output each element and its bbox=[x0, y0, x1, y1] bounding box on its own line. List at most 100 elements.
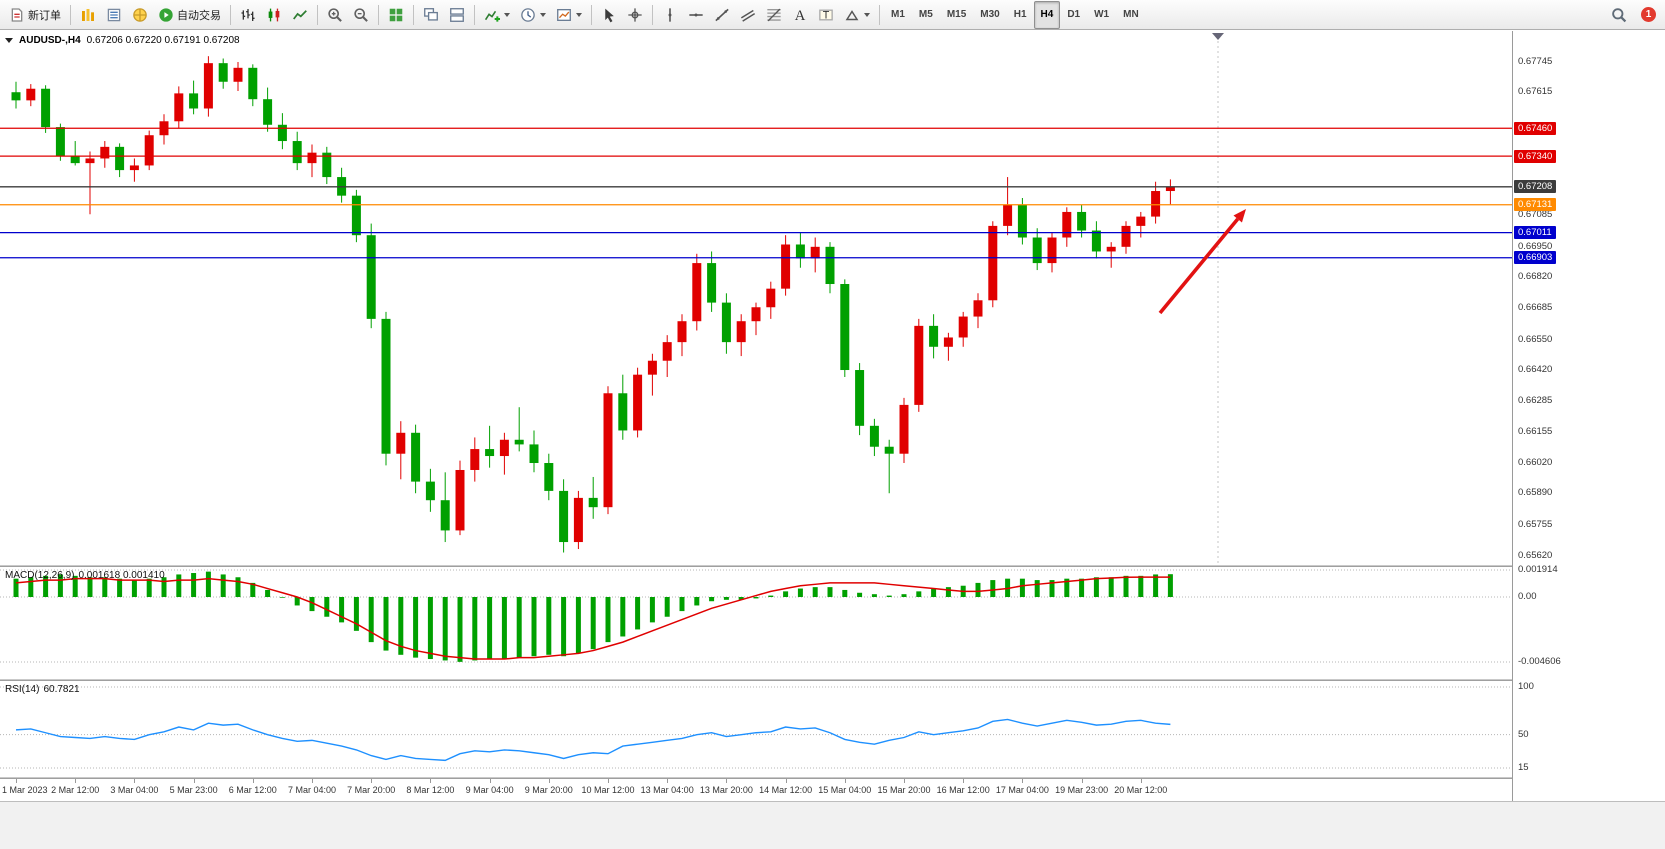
rsi-axis-label: 15 bbox=[1518, 762, 1529, 773]
cursor-button[interactable] bbox=[596, 1, 622, 29]
time-tick bbox=[1140, 779, 1142, 783]
toolbar-group bbox=[235, 1, 313, 29]
data-window-button[interactable] bbox=[101, 1, 127, 29]
price-axis-label: 0.65755 bbox=[1518, 518, 1553, 530]
autotrading-icon bbox=[158, 7, 174, 23]
panel-separator[interactable] bbox=[0, 679, 1665, 681]
data-window-icon bbox=[106, 7, 122, 23]
toolbar-group bbox=[322, 1, 374, 29]
macd-title: MACD(12,26,9) 0.001618 0.001410 bbox=[5, 570, 165, 581]
time-axis-label: 15 Mar 04:00 bbox=[818, 785, 872, 795]
timeframe-m5[interactable]: M5 bbox=[918, 9, 933, 20]
new-order-button[interactable]: 新订单 bbox=[4, 1, 66, 29]
arrange-windows-icon bbox=[449, 7, 465, 23]
cascade-windows-button[interactable] bbox=[418, 1, 444, 29]
candlestick-chart[interactable] bbox=[0, 31, 1512, 565]
toolbar-buttons: 新订单 自动交易 A T M1 M5 M15 M30 H1 H4 D1 W1 MN bbox=[0, 0, 1146, 30]
toolbar-separator bbox=[378, 4, 379, 25]
pivot-line-tag: 0.67131 bbox=[1514, 198, 1557, 212]
market-watch-button[interactable] bbox=[75, 1, 101, 29]
chart-menu-icon[interactable] bbox=[5, 38, 13, 43]
zoom-in-button[interactable] bbox=[322, 1, 348, 29]
timeframe-m15[interactable]: M15 bbox=[946, 9, 967, 20]
periods-button[interactable] bbox=[515, 1, 551, 29]
crosshair-button[interactable] bbox=[622, 1, 648, 29]
candlestick-chart-button[interactable] bbox=[261, 1, 287, 29]
zoom-in-icon bbox=[327, 7, 343, 23]
time-axis-label: 15 Mar 20:00 bbox=[877, 785, 931, 795]
bars-icon bbox=[240, 7, 256, 23]
time-tick bbox=[904, 779, 905, 783]
indicators-button[interactable] bbox=[479, 1, 515, 29]
tile-windows-button[interactable] bbox=[383, 1, 409, 29]
text-button[interactable]: A bbox=[787, 1, 813, 29]
time-tick bbox=[430, 779, 432, 783]
rsi-line bbox=[15, 718, 1171, 762]
time-axis-label: 6 Mar 12:00 bbox=[228, 785, 277, 795]
time-axis-label: 3 Mar 04:00 bbox=[110, 785, 159, 795]
macd-panel[interactable]: MACD(12,26,9) 0.001618 0.001410 bbox=[0, 567, 1512, 679]
time-tick bbox=[785, 779, 787, 783]
timeframe-w1[interactable]: W1 bbox=[1094, 9, 1110, 20]
toolbar-group bbox=[479, 1, 587, 29]
cascade-windows-icon bbox=[423, 7, 439, 23]
autotrading-button[interactable]: 自动交易 bbox=[153, 1, 226, 29]
shapes-button[interactable] bbox=[839, 1, 875, 29]
toolbar: 新订单 自动交易 A T M1 M5 M15 M30 H1 H4 D1 W1 MN 1 bbox=[0, 0, 1665, 30]
vertical-line-icon bbox=[662, 7, 678, 23]
line-chart-icon bbox=[292, 7, 308, 23]
notification-badge[interactable]: 1 bbox=[1641, 7, 1656, 22]
templates-button[interactable] bbox=[551, 1, 587, 29]
navigator-button[interactable] bbox=[127, 1, 153, 29]
text-label-button[interactable]: T bbox=[813, 1, 839, 29]
chart-title: AUDUSD-,H4 0.67206 0.67220 0.67191 0.672… bbox=[5, 35, 240, 46]
svg-text:T: T bbox=[823, 9, 830, 21]
timeframe-d1[interactable]: D1 bbox=[1067, 9, 1081, 20]
toolbar-group: 新订单 bbox=[4, 1, 66, 29]
zoom-out-button[interactable] bbox=[348, 1, 374, 29]
channel-icon bbox=[740, 7, 756, 23]
macd-chart[interactable] bbox=[0, 567, 1512, 679]
autotrading-button-label: 自动交易 bbox=[177, 9, 221, 22]
timeframe-m30[interactable]: M30 bbox=[980, 9, 1000, 20]
time-axis-label: 5 Mar 23:00 bbox=[169, 785, 218, 795]
time-axis[interactable]: 1 Mar 2023 2 Mar 12:00 3 Mar 04:00 5 Mar 23… bbox=[0, 779, 1665, 801]
support-line-2-tag: 0.66903 bbox=[1514, 251, 1557, 265]
line-chart-button[interactable] bbox=[287, 1, 313, 29]
rsi-axis-label: 100 bbox=[1518, 681, 1534, 692]
price-axis[interactable]: 0.67745 0.67615 0.67085 0.66950 0.66820 0.666… bbox=[1513, 31, 1665, 801]
vertical-line-button[interactable] bbox=[657, 1, 683, 29]
time-tick bbox=[252, 779, 254, 783]
toolbar-right: 1 bbox=[1606, 1, 1665, 29]
bar-chart-button[interactable] bbox=[235, 1, 261, 29]
price-axis-label: 0.66685 bbox=[1518, 302, 1553, 314]
time-tick bbox=[312, 779, 313, 783]
channel-button[interactable] bbox=[735, 1, 761, 29]
price-axis-label: 0.66155 bbox=[1518, 425, 1553, 437]
timeframe-m1[interactable]: M1 bbox=[891, 9, 905, 20]
time-axis-label: 20 Mar 12:00 bbox=[1114, 785, 1168, 795]
indicators-icon bbox=[484, 7, 500, 23]
time-tick bbox=[75, 779, 77, 783]
time-tick bbox=[963, 779, 965, 783]
timeframe-h1[interactable]: H1 bbox=[1013, 9, 1027, 20]
rsi-panel[interactable]: RSI(14) 60.7821 bbox=[0, 681, 1512, 777]
trendline-button[interactable] bbox=[709, 1, 735, 29]
timeframe-h4[interactable]: H4 bbox=[1033, 0, 1061, 29]
arrange-windows-button[interactable] bbox=[444, 1, 470, 29]
time-axis-label: 13 Mar 04:00 bbox=[640, 785, 694, 795]
panel-separator[interactable] bbox=[0, 777, 1665, 779]
time-axis-label: 16 Mar 12:00 bbox=[936, 785, 990, 795]
trend-arrow bbox=[1158, 217, 1240, 315]
price-chart-panel[interactable]: AUDUSD-,H4 0.67206 0.67220 0.67191 0.672… bbox=[0, 31, 1512, 565]
time-tick bbox=[844, 779, 846, 783]
rsi-chart[interactable] bbox=[0, 681, 1512, 777]
search-button[interactable] bbox=[1606, 1, 1632, 29]
horizontal-line-button[interactable] bbox=[683, 1, 709, 29]
time-axis-label: 7 Mar 20:00 bbox=[347, 785, 396, 795]
timeframe-mn[interactable]: MN bbox=[1123, 9, 1139, 20]
fibonacci-button[interactable] bbox=[761, 1, 787, 29]
price-axis-label: 0.67745 bbox=[1518, 56, 1553, 67]
panel-separator[interactable] bbox=[0, 565, 1665, 567]
